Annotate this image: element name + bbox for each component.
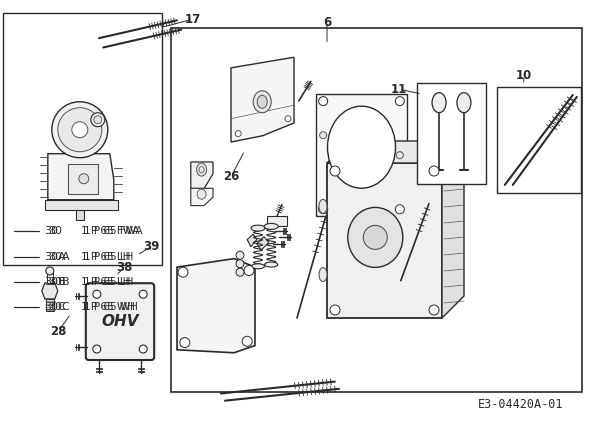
Text: 30C: 30C xyxy=(44,302,65,312)
Text: 1 P 65 LH: 1 P 65 LH xyxy=(84,251,133,262)
Circle shape xyxy=(395,205,404,214)
Text: 26: 26 xyxy=(223,170,239,183)
Text: 1 P 65 LH: 1 P 65 LH xyxy=(81,277,130,287)
Circle shape xyxy=(178,267,188,277)
Text: 10: 10 xyxy=(515,69,532,82)
Text: 30: 30 xyxy=(48,226,62,236)
Polygon shape xyxy=(42,283,58,299)
Circle shape xyxy=(58,108,102,152)
Ellipse shape xyxy=(253,91,271,113)
Circle shape xyxy=(330,305,340,315)
Ellipse shape xyxy=(251,264,265,269)
Circle shape xyxy=(79,174,89,184)
Circle shape xyxy=(93,290,101,298)
Circle shape xyxy=(91,113,105,127)
Circle shape xyxy=(139,290,147,298)
Bar xyxy=(68,164,98,194)
Ellipse shape xyxy=(257,95,267,108)
Bar xyxy=(47,273,53,283)
Ellipse shape xyxy=(251,225,265,231)
Bar xyxy=(46,299,54,311)
Ellipse shape xyxy=(432,93,446,113)
Circle shape xyxy=(319,97,328,106)
Bar xyxy=(316,94,407,216)
Circle shape xyxy=(236,251,244,259)
Bar xyxy=(417,83,486,184)
Circle shape xyxy=(72,122,88,138)
Text: 11: 11 xyxy=(391,83,407,95)
Ellipse shape xyxy=(348,207,403,268)
Text: 30A: 30A xyxy=(44,251,65,262)
Circle shape xyxy=(180,338,190,348)
Circle shape xyxy=(46,267,54,275)
Ellipse shape xyxy=(199,167,204,173)
Text: 17: 17 xyxy=(185,13,202,25)
Ellipse shape xyxy=(319,268,327,282)
Text: 39: 39 xyxy=(143,240,160,253)
Polygon shape xyxy=(48,154,114,200)
Text: 1 P 65 LH: 1 P 65 LH xyxy=(84,277,133,287)
Circle shape xyxy=(285,116,291,122)
Text: 6: 6 xyxy=(323,16,331,29)
Circle shape xyxy=(236,260,244,268)
Circle shape xyxy=(397,152,403,159)
Bar xyxy=(76,210,84,220)
Ellipse shape xyxy=(328,106,395,188)
Polygon shape xyxy=(442,141,464,318)
Polygon shape xyxy=(247,234,257,247)
Text: 30A: 30A xyxy=(48,251,70,262)
Text: E3-04420A-01: E3-04420A-01 xyxy=(478,399,563,411)
Text: 30B: 30B xyxy=(48,277,70,287)
Polygon shape xyxy=(191,162,213,189)
Circle shape xyxy=(93,345,101,353)
Circle shape xyxy=(319,205,328,214)
Text: 1 P 65 FWA: 1 P 65 FWA xyxy=(84,226,143,236)
Text: 30B: 30B xyxy=(44,277,65,287)
Text: 1 P 65 WH: 1 P 65 WH xyxy=(84,302,138,312)
Bar xyxy=(171,28,582,392)
Text: 1 P 65 WH: 1 P 65 WH xyxy=(81,302,135,312)
Text: 1 P 65 LH: 1 P 65 LH xyxy=(81,251,130,262)
Circle shape xyxy=(94,116,102,124)
Ellipse shape xyxy=(319,199,327,213)
Ellipse shape xyxy=(197,189,206,199)
Circle shape xyxy=(320,132,327,139)
Text: 30: 30 xyxy=(44,226,58,236)
Text: 38: 38 xyxy=(116,261,133,273)
Bar xyxy=(3,13,162,265)
Circle shape xyxy=(429,305,439,315)
Circle shape xyxy=(139,345,147,353)
Text: 30C: 30C xyxy=(48,302,70,312)
Circle shape xyxy=(429,166,439,176)
Text: 28: 28 xyxy=(50,325,67,338)
Polygon shape xyxy=(257,237,269,250)
Polygon shape xyxy=(191,188,213,206)
Polygon shape xyxy=(231,57,294,142)
Circle shape xyxy=(236,268,244,276)
Ellipse shape xyxy=(457,93,471,113)
Circle shape xyxy=(235,131,241,137)
Ellipse shape xyxy=(265,262,278,267)
Ellipse shape xyxy=(197,163,206,176)
Circle shape xyxy=(52,102,108,158)
Bar xyxy=(497,87,581,193)
Bar xyxy=(267,216,287,226)
Circle shape xyxy=(330,166,340,176)
Polygon shape xyxy=(177,259,255,353)
Text: 1 P 65 FWA: 1 P 65 FWA xyxy=(81,226,139,236)
Polygon shape xyxy=(327,141,464,163)
Circle shape xyxy=(244,265,254,276)
Bar xyxy=(45,200,118,210)
Text: OHV: OHV xyxy=(101,314,139,329)
Ellipse shape xyxy=(264,223,278,229)
Circle shape xyxy=(242,336,252,346)
Circle shape xyxy=(395,97,404,106)
Bar xyxy=(327,163,442,318)
FancyBboxPatch shape xyxy=(86,283,154,360)
Circle shape xyxy=(364,226,388,249)
